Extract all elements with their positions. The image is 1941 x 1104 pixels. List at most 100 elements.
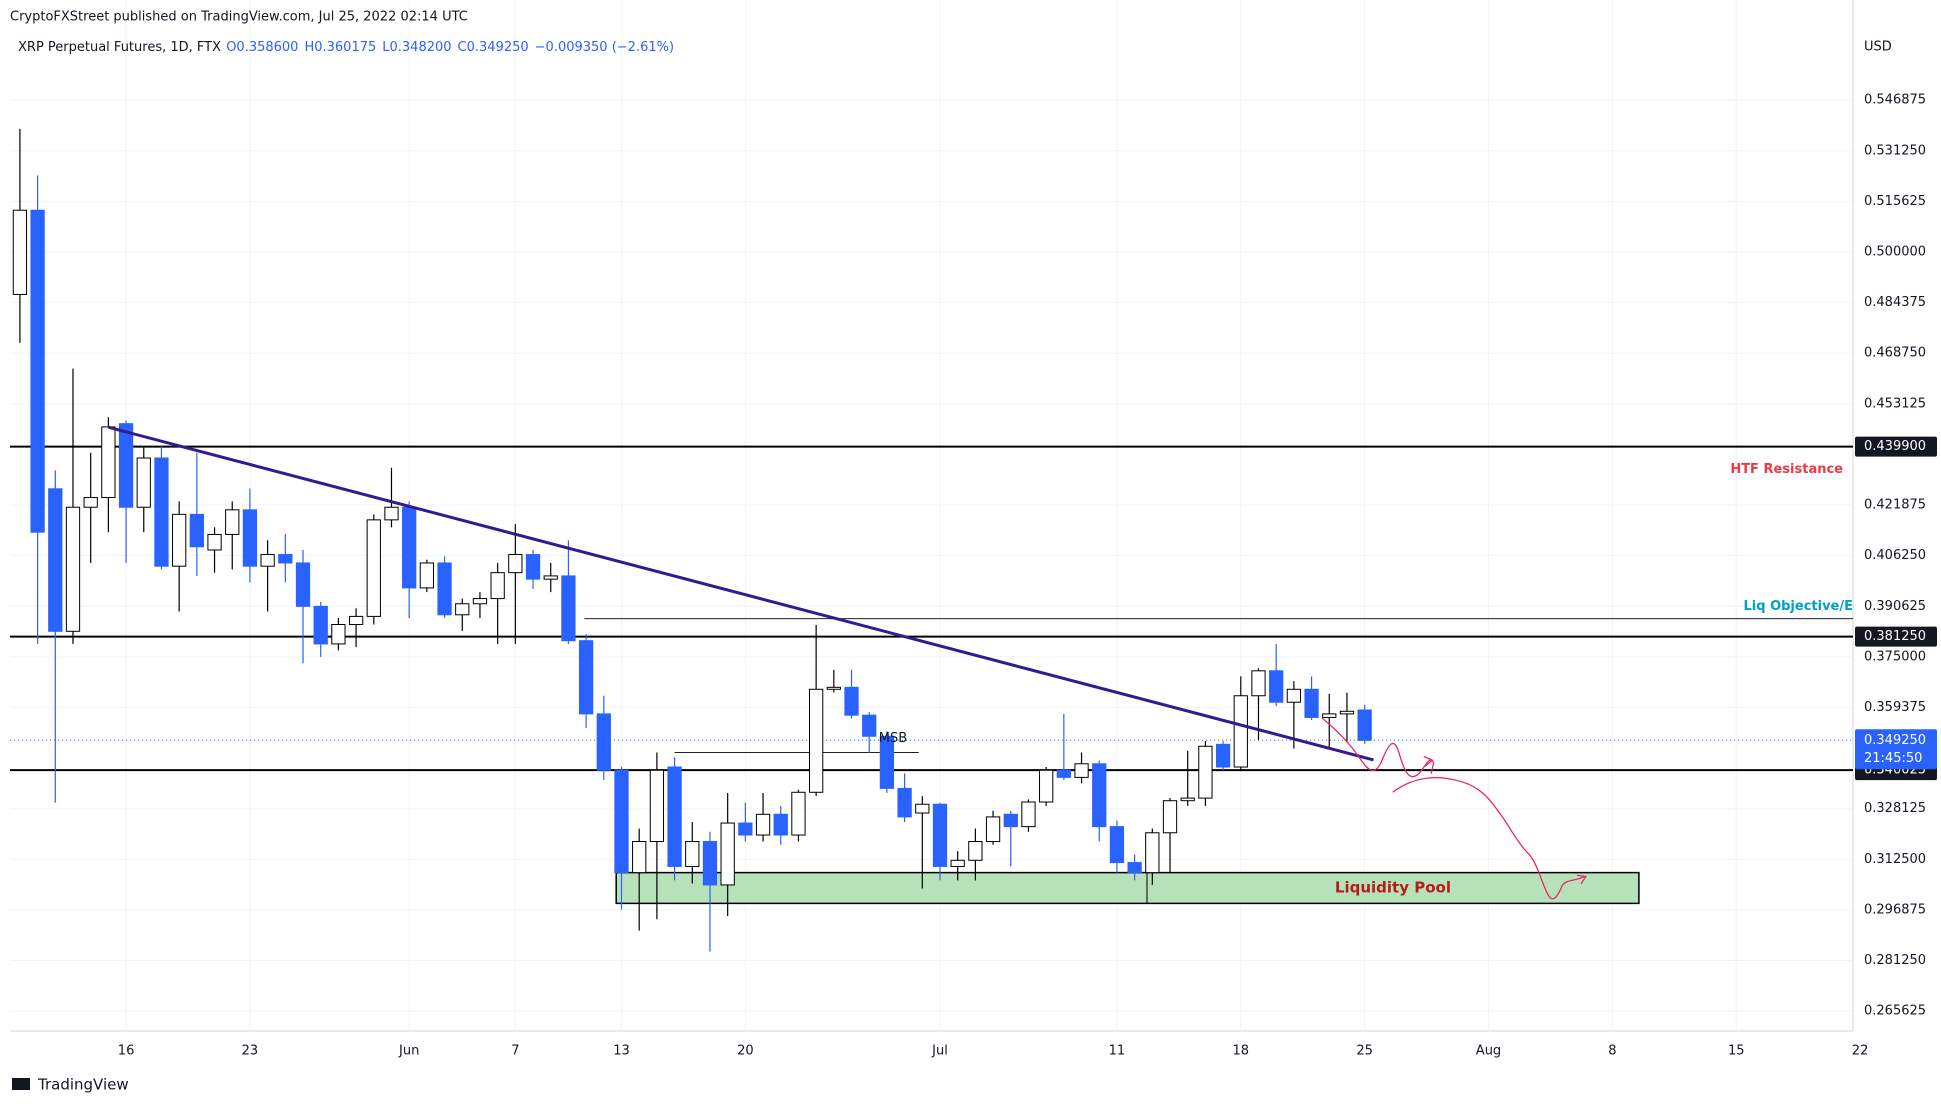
last-price-label: 0.349250 [1864, 733, 1926, 748]
currency: USD [1864, 40, 1892, 55]
y-tick-label: 0.546875 [1864, 93, 1926, 108]
liquidity-pool [615, 871, 1640, 905]
y-tick-label: 0.390625 [1864, 599, 1926, 614]
level-label: 0.381250 [1864, 629, 1926, 644]
y-tick-label: 0.484375 [1864, 295, 1926, 310]
candle-body [1162, 800, 1178, 834]
y-tick-label: 0.531250 [1864, 143, 1926, 158]
candle-body [632, 841, 647, 874]
candle-body [932, 803, 948, 867]
ohlc-close: C0.349250 [458, 40, 529, 55]
candle-body [402, 506, 417, 589]
ohlc-open: O0.358600 [226, 40, 298, 55]
candle-body [384, 506, 399, 521]
level-label: 0.439900 [1864, 439, 1926, 454]
candle-body [844, 686, 859, 716]
candle-body [508, 554, 523, 574]
ohlc-low: L0.348200 [382, 40, 451, 55]
x-tick-label: 22 [1852, 1044, 1869, 1059]
x-tick-label: 23 [242, 1044, 259, 1059]
candle-body [755, 813, 771, 836]
candle-body [419, 562, 435, 589]
candle-body [1215, 743, 1231, 768]
publish-header: CryptoFXStreet published on TradingView.… [10, 10, 468, 25]
projection-arrow [1423, 755, 1434, 767]
y-tick-label: 0.500000 [1864, 245, 1926, 260]
y-tick-label: 0.312500 [1864, 852, 1926, 867]
candle-body [1198, 745, 1213, 799]
brand-logo [12, 1078, 30, 1090]
candle-body [30, 209, 45, 533]
candle-body [950, 859, 965, 867]
candle-body [65, 506, 81, 632]
candle-body [437, 562, 452, 616]
candle-body [614, 769, 629, 874]
candle-body [1251, 670, 1266, 697]
y-tick-label: 0.515625 [1864, 194, 1926, 209]
liq-objective-label: Liq Objective/E [1744, 599, 1854, 614]
candle-body [472, 598, 488, 605]
candle-body [968, 841, 983, 861]
candle-body [260, 554, 275, 567]
candle-body [1357, 709, 1372, 741]
candle-body [862, 714, 877, 737]
candle-body [1322, 713, 1337, 718]
candle-body [809, 688, 824, 793]
candle-body [1039, 769, 1054, 803]
y-tick-label: 0.406250 [1864, 548, 1926, 563]
candle-body [1127, 862, 1142, 874]
x-tick-label: 13 [613, 1044, 630, 1059]
candle-body [649, 769, 665, 843]
x-tick-label: 11 [1109, 1044, 1126, 1059]
x-tick-label: Jun [398, 1044, 419, 1059]
candle-body [242, 509, 258, 567]
candle-body [879, 735, 895, 789]
candle-body [1003, 813, 1018, 828]
x-tick-label: 7 [511, 1044, 519, 1059]
projection-arrow [1577, 874, 1587, 885]
x-tick-label: 15 [1728, 1044, 1745, 1059]
y-tick-label: 0.453125 [1864, 396, 1926, 411]
candle-body [1145, 832, 1160, 874]
candle-body [348, 615, 364, 625]
candle-body [48, 488, 63, 632]
last-price-badge [1855, 729, 1937, 770]
candle-body [720, 822, 735, 886]
y-tick-label: 0.468750 [1864, 346, 1926, 361]
footer-brand: TradingView [37, 1076, 129, 1094]
x-tick-label: 16 [118, 1044, 135, 1059]
candle-body [366, 519, 381, 617]
candle-body [490, 572, 505, 600]
candle-body [561, 575, 576, 642]
candle-body [101, 426, 116, 499]
candle-body [897, 787, 912, 818]
grid [10, 0, 1853, 1031]
y-tick-label: 0.359375 [1864, 700, 1926, 715]
ohlc-high: H0.360175 [304, 40, 376, 55]
candle-body [12, 209, 28, 295]
candle-body [455, 603, 470, 616]
candle-body [1092, 763, 1107, 828]
projection-path [1321, 717, 1587, 900]
candle-body [225, 509, 240, 535]
candle-body [1269, 670, 1284, 703]
candle-body [295, 562, 311, 607]
candle-body [738, 822, 753, 836]
x-tick-label: 18 [1233, 1044, 1250, 1059]
candle-body [83, 497, 98, 508]
trendline [107, 425, 1374, 762]
liquidity-pool-label: Liquidity Pool [1335, 878, 1451, 896]
symbol: XRP Perpetual Futures, 1D, FTX [18, 40, 221, 55]
htf-resistance-label: HTF Resistance [1730, 462, 1843, 477]
candle-body [278, 554, 293, 564]
y-tick-label: 0.421875 [1864, 498, 1926, 513]
candle-body [1233, 695, 1248, 768]
labels: 0.265625 0.281250 0.296875 0.312500 0.328125… [118, 93, 1937, 1059]
candle-body [685, 841, 700, 867]
y-tick-label: 0.281250 [1864, 953, 1926, 968]
candle-body [596, 713, 611, 771]
candle-body [525, 554, 541, 580]
candle-body [578, 640, 594, 715]
